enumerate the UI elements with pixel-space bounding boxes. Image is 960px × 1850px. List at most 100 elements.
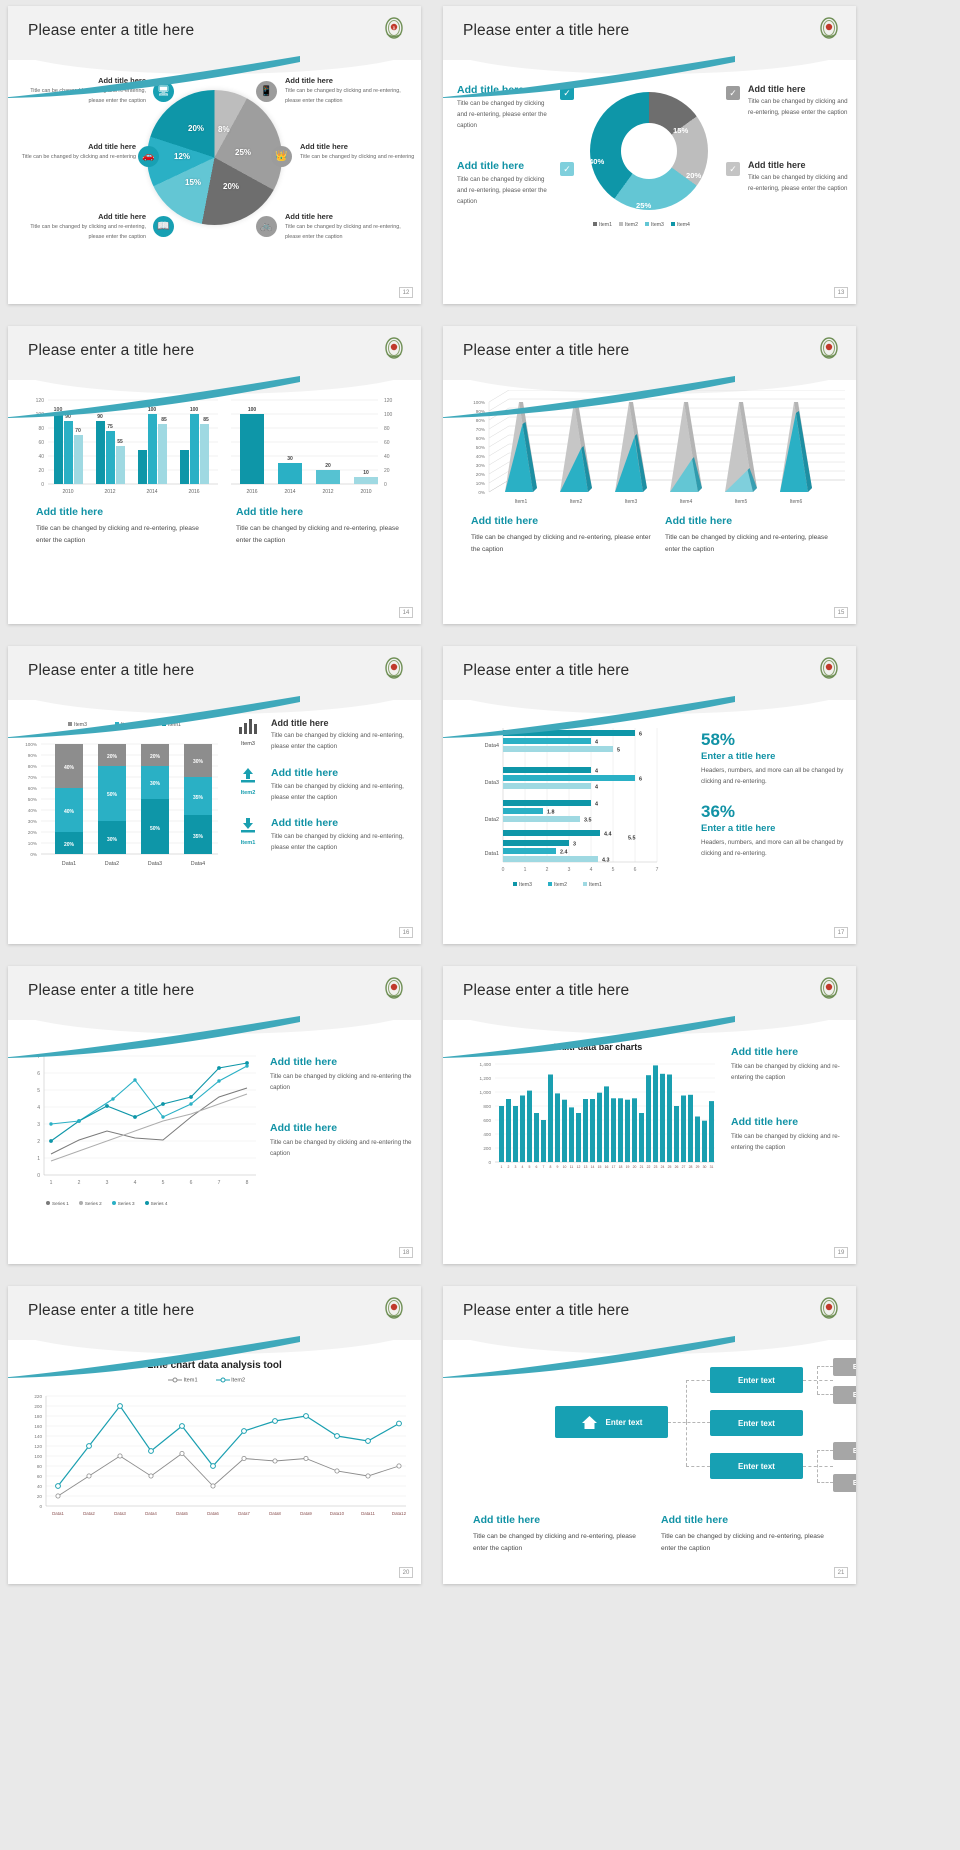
list-item[interactable]: Item1 Add title here Title can be change… xyxy=(233,817,413,854)
svg-text:1,400: 1,400 xyxy=(480,1062,492,1067)
slide-15[interactable]: Please enter a title here 100% 90% 80% 70%… xyxy=(443,326,856,624)
page-title: Please enter a title here xyxy=(28,22,195,39)
caption-left[interactable]: Add title here Title can be changed by c… xyxy=(36,506,211,547)
line-legend: Series 1 Series 2 Series 3 Series 4 xyxy=(46,1201,167,1206)
svg-text:50%: 50% xyxy=(476,445,485,450)
svg-text:Data3: Data3 xyxy=(485,780,499,786)
callout-mobile[interactable]: Add title here Title can be changed by c… xyxy=(285,76,411,106)
slide-21[interactable]: Please enter a title here xyxy=(443,1286,856,1584)
svg-text:55: 55 xyxy=(117,439,123,445)
book-icon[interactable]: 📖 xyxy=(153,216,174,237)
binoculars-icon[interactable]: 👑 xyxy=(271,146,292,167)
callout-car[interactable]: Add title here Title can be changed by c… xyxy=(10,142,136,163)
callout-left-2[interactable]: Add title here Title can be changed by c… xyxy=(457,160,552,208)
svg-text:7: 7 xyxy=(543,1165,545,1169)
callout-right-2[interactable]: Add title here Title can be changed by c… xyxy=(748,160,848,195)
flow-leaf-node-4[interactable]: Enter text xyxy=(833,1474,856,1492)
caption-1[interactable]: Add title here Title can be changed by c… xyxy=(473,1514,648,1555)
mobile-icon[interactable]: 📱 xyxy=(256,81,277,102)
svg-text:60: 60 xyxy=(38,440,44,446)
legend-series-2: Series 2 xyxy=(78,1201,102,1206)
crest-logo-icon xyxy=(385,657,403,679)
slide-body: Item3 Item2 Item1 100% 90% 80% 70% 60% 50% 4… xyxy=(8,704,421,944)
svg-text:40%: 40% xyxy=(28,808,37,813)
svg-text:6: 6 xyxy=(639,732,642,738)
pie-slices xyxy=(147,90,282,225)
caption-2[interactable]: Add title here Title can be changed by c… xyxy=(270,1122,412,1160)
page-title: Please enter a title here xyxy=(28,1302,195,1319)
svg-text:Data1: Data1 xyxy=(485,851,499,857)
svg-text:40: 40 xyxy=(38,454,44,460)
chart-title: Line chart data analysis tool xyxy=(147,1360,282,1371)
slide-19[interactable]: Please enter a title here Multi-data bar… xyxy=(443,966,856,1264)
list-item[interactable]: Item2 Add title here Title can be change… xyxy=(233,767,413,804)
slide-20[interactable]: Please enter a title here Line chart dat… xyxy=(8,1286,421,1584)
caption-right[interactable]: Add title here Title can be changed by c… xyxy=(665,515,835,556)
slide-12[interactable]: Please enter a title here B 8% 25% 20% 1… xyxy=(8,6,421,304)
svg-text:Data1: Data1 xyxy=(62,861,76,867)
download-icon: Item1 xyxy=(233,817,263,854)
svg-text:2012: 2012 xyxy=(322,489,333,495)
stat-block-2[interactable]: 36% Enter a title here Headers, numbers,… xyxy=(701,802,849,860)
callout-bicycle[interactable]: Add title here Title can be changed by c… xyxy=(285,212,411,242)
svg-text:Data8: Data8 xyxy=(269,1511,281,1516)
svg-text:7: 7 xyxy=(656,867,659,873)
list-item-title: Add title here xyxy=(271,817,339,830)
bicycle-icon[interactable]: 🚲 xyxy=(256,216,277,237)
car-icon[interactable]: 🚗 xyxy=(138,146,159,167)
slide-17[interactable]: Please enter a title here Data4 Data3 Dat… xyxy=(443,646,856,944)
caption-right[interactable]: Add title here Title can be changed by c… xyxy=(236,506,401,547)
slide-13[interactable]: Please enter a title here 15% 20% 25% 40… xyxy=(443,6,856,304)
svg-text:Data12: Data12 xyxy=(392,1511,407,1516)
svg-text:20: 20 xyxy=(37,1494,43,1499)
caption-text: Title can be changed by clicking and re-… xyxy=(270,1073,412,1091)
svg-text:23: 23 xyxy=(654,1165,658,1169)
decor-swoosh xyxy=(8,1016,300,1058)
legend-series-3: Series 3 xyxy=(111,1201,135,1206)
svg-text:4: 4 xyxy=(37,1105,40,1111)
flow-root-node[interactable]: Enter text xyxy=(555,1406,668,1438)
svg-text:30: 30 xyxy=(703,1165,707,1169)
stat-block-1[interactable]: 58% Enter a title here Headers, numbers,… xyxy=(701,730,849,788)
list-item[interactable]: Item3 Add title here Title can be change… xyxy=(233,718,413,753)
flow-leaf-node-3[interactable]: Enter text xyxy=(833,1442,856,1460)
slide-16[interactable]: Please enter a title here Item3 Item2 It… xyxy=(8,646,421,944)
caption-2[interactable]: Add title here Title can be changed by c… xyxy=(731,1116,851,1154)
flow-mid-node-1[interactable]: Enter text xyxy=(710,1367,803,1393)
legend-series-4: Series 4 xyxy=(144,1201,167,1206)
callout-binoculars[interactable]: Add title here Title can be changed by c… xyxy=(300,142,421,163)
caption-text: Title can be changed by clicking and re-… xyxy=(731,1133,840,1151)
flow-leaf-node-2[interactable]: Enter text xyxy=(833,1386,856,1404)
svg-text:200: 200 xyxy=(34,1404,42,1409)
monitor-icon[interactable]: 🖥 xyxy=(153,81,174,102)
svg-text:21: 21 xyxy=(640,1165,644,1169)
checkbox-checked-icon[interactable]: ✓ xyxy=(726,86,740,100)
caption-2[interactable]: Add title here Title can be changed by c… xyxy=(661,1514,836,1555)
callout-book[interactable]: Add title here Title can be changed by c… xyxy=(20,212,146,242)
svg-text:18: 18 xyxy=(619,1165,623,1169)
stat-title: Enter a title here xyxy=(701,823,776,834)
svg-text:50%: 50% xyxy=(28,797,37,802)
svg-text:3.5: 3.5 xyxy=(584,818,592,824)
caption-1[interactable]: Add title here Title can be changed by c… xyxy=(731,1046,851,1084)
checkbox-checked-icon[interactable]: ✓ xyxy=(726,162,740,176)
callout-text: Title can be changed by clicking and re-… xyxy=(285,88,401,104)
slide-18[interactable]: Please enter a title here 7 6 5 4 3 2 1 0 xyxy=(8,966,421,1264)
connector xyxy=(817,1366,833,1367)
svg-text:1: 1 xyxy=(501,1165,503,1169)
caption-left[interactable]: Add title here Title can be changed by c… xyxy=(471,515,651,556)
svg-text:Data2: Data2 xyxy=(105,861,119,867)
decor-swoosh xyxy=(443,56,735,98)
page-number: 13 xyxy=(834,287,848,298)
checkbox-checked-icon[interactable]: ✓ xyxy=(560,162,574,176)
svg-text:Data1: Data1 xyxy=(52,1511,64,1516)
callout-right-1[interactable]: Add title here Title can be changed by c… xyxy=(748,84,848,119)
legend-item1: Item1 xyxy=(168,1377,198,1383)
decor-swoosh xyxy=(8,56,300,98)
flow-mid-node-2[interactable]: Enter text xyxy=(710,1410,803,1436)
flow-leaf-node-1[interactable]: Enter text xyxy=(833,1358,856,1376)
flow-mid-node-3[interactable]: Enter text xyxy=(710,1453,803,1479)
caption-1[interactable]: Add title here Title can be changed by c… xyxy=(270,1056,412,1094)
svg-text:8: 8 xyxy=(246,1180,249,1186)
